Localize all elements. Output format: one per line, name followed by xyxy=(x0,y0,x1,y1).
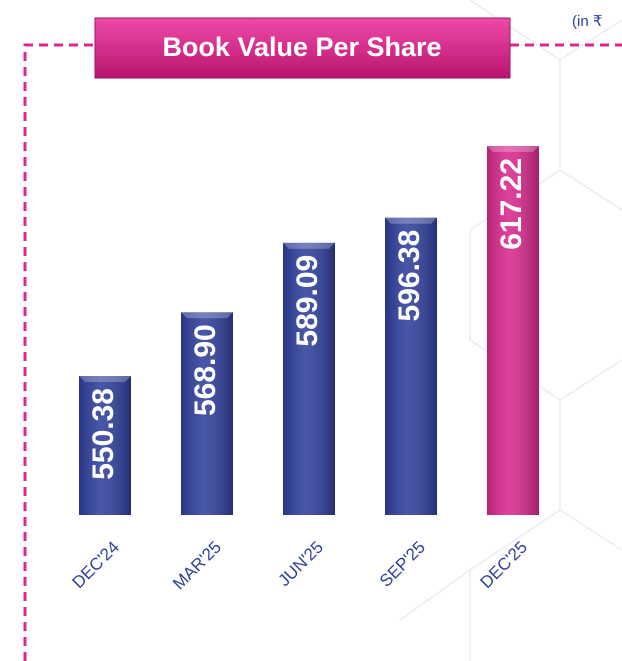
bar-shade xyxy=(385,217,437,515)
bar-shade xyxy=(283,242,335,515)
bar-shade xyxy=(181,312,233,515)
unit-note: (in ₹ xyxy=(572,13,602,30)
bar-bevel xyxy=(181,312,233,319)
chart-title: Book Value Per Share xyxy=(162,32,441,62)
bar-bevel xyxy=(385,217,437,224)
title-box xyxy=(94,17,511,79)
x-tick-label: DEC'25 xyxy=(477,538,531,592)
bar-shade xyxy=(487,145,539,515)
x-tick-label: DEC'24 xyxy=(69,538,123,592)
x-tick-label: JUN'25 xyxy=(275,538,327,590)
dashed-frame xyxy=(23,43,622,661)
bar-bevel xyxy=(283,242,335,249)
bar-bevel xyxy=(79,376,131,383)
value-label: 617.22 xyxy=(495,158,528,250)
bar-shade xyxy=(79,376,131,515)
x-tick-label: MAR'25 xyxy=(169,538,225,594)
value-label: 550.38 xyxy=(87,388,120,480)
value-label: 596.38 xyxy=(393,230,426,322)
bar-bevel xyxy=(487,145,539,152)
value-label: 589.09 xyxy=(291,255,324,347)
x-tick-label: SEP'25 xyxy=(376,538,429,591)
value-label: 568.90 xyxy=(189,324,222,416)
